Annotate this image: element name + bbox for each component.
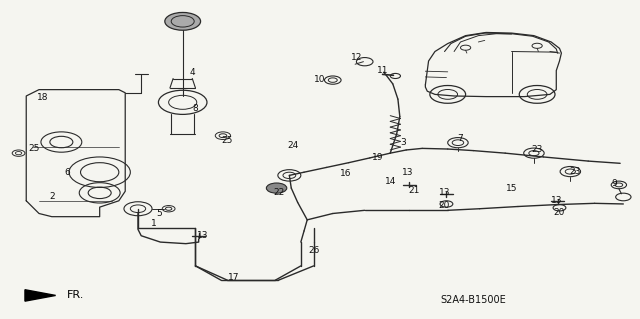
Text: 13: 13 [197,231,209,240]
Text: FR.: FR. [67,290,84,300]
Text: 8: 8 [193,104,198,113]
Text: 25: 25 [221,136,233,145]
Text: 3: 3 [400,137,406,146]
Text: 11: 11 [377,66,388,75]
Text: 13: 13 [439,188,451,197]
Text: 22: 22 [273,188,284,197]
Text: 4: 4 [189,68,195,77]
Text: 16: 16 [340,169,351,178]
Text: 13: 13 [550,196,562,205]
Text: 1: 1 [151,219,157,227]
Text: 7: 7 [458,134,463,143]
Text: 15: 15 [506,184,517,193]
Text: 24: 24 [287,141,299,150]
Text: 9: 9 [611,179,616,188]
Text: 20: 20 [439,201,450,210]
Text: 26: 26 [308,246,319,255]
Circle shape [165,12,200,30]
Text: 23: 23 [570,167,581,176]
Text: 14: 14 [385,177,396,186]
Text: S2A4-B1500E: S2A4-B1500E [440,295,506,305]
Text: 17: 17 [228,272,239,281]
Text: 13: 13 [403,168,414,177]
Text: 20: 20 [554,208,565,217]
Text: 10: 10 [314,75,326,84]
Text: 23: 23 [531,145,543,154]
Text: 21: 21 [409,186,420,195]
Text: 19: 19 [372,153,383,162]
Polygon shape [25,290,56,301]
Text: 18: 18 [36,93,48,102]
Text: 25: 25 [29,144,40,153]
Text: 6: 6 [65,168,70,177]
Text: 12: 12 [351,53,363,62]
Circle shape [266,183,287,193]
Text: 2: 2 [49,191,54,201]
Text: 5: 5 [156,209,162,218]
